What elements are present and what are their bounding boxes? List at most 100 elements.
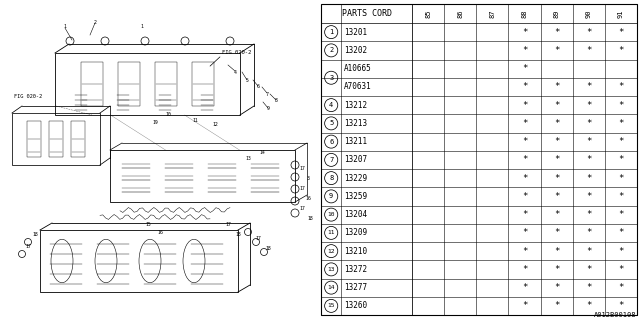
Text: PARTS CORD: PARTS CORD (342, 9, 392, 18)
Text: *: * (554, 28, 559, 36)
Text: 11: 11 (192, 117, 198, 123)
Text: 17: 17 (299, 186, 305, 190)
Text: 8: 8 (275, 99, 277, 103)
Text: 17: 17 (25, 244, 31, 250)
Text: *: * (618, 265, 623, 274)
Bar (110, 150, 295, 202)
Bar (81, 62, 103, 106)
Text: *: * (618, 210, 623, 219)
Text: *: * (554, 228, 559, 237)
Text: 14: 14 (328, 285, 335, 290)
Text: 13202: 13202 (344, 46, 367, 55)
Text: *: * (586, 174, 591, 183)
Text: *: * (554, 137, 559, 146)
Text: 88: 88 (522, 9, 527, 18)
Text: 11: 11 (328, 230, 335, 236)
Text: *: * (618, 174, 623, 183)
Text: *: * (586, 156, 591, 164)
Text: 87: 87 (490, 9, 495, 18)
Text: *: * (522, 46, 527, 55)
Text: *: * (586, 265, 591, 274)
Text: *: * (522, 265, 527, 274)
Text: *: * (522, 64, 527, 73)
Text: 18: 18 (265, 245, 271, 251)
Text: 17: 17 (225, 222, 231, 228)
Text: *: * (522, 156, 527, 164)
Text: 14: 14 (259, 149, 265, 155)
Text: *: * (522, 174, 527, 183)
Text: *: * (522, 28, 527, 36)
Text: *: * (586, 137, 591, 146)
Bar (118, 62, 140, 106)
Text: 7: 7 (329, 157, 333, 163)
Bar (40, 230, 238, 292)
Text: 13213: 13213 (344, 119, 367, 128)
Text: *: * (586, 100, 591, 110)
Text: *: * (586, 192, 591, 201)
Text: 3: 3 (307, 175, 309, 180)
Text: *: * (522, 247, 527, 256)
Text: 13260: 13260 (344, 301, 367, 310)
Text: 2: 2 (329, 47, 333, 53)
Text: 16: 16 (157, 229, 163, 235)
Text: 12: 12 (212, 123, 218, 127)
Text: 89: 89 (554, 9, 559, 18)
Text: *: * (522, 82, 527, 92)
Text: *: * (554, 156, 559, 164)
Text: A012B00108: A012B00108 (593, 312, 636, 318)
Text: 19: 19 (152, 119, 158, 124)
Text: *: * (618, 46, 623, 55)
Text: 85: 85 (425, 9, 431, 18)
Text: 1: 1 (63, 25, 67, 29)
Text: 2: 2 (93, 20, 97, 25)
Text: A70631: A70631 (344, 82, 372, 92)
Text: *: * (586, 228, 591, 237)
Text: *: * (522, 192, 527, 201)
Text: FIG 020-2: FIG 020-2 (222, 50, 252, 54)
Text: 15: 15 (145, 222, 151, 228)
Text: *: * (618, 156, 623, 164)
Text: 6: 6 (329, 139, 333, 145)
Bar (28, 121, 40, 157)
Text: 17: 17 (299, 205, 305, 211)
Bar (12, 113, 100, 165)
Text: 17: 17 (255, 236, 261, 241)
Text: *: * (618, 192, 623, 201)
Text: *: * (522, 100, 527, 110)
Text: *: * (618, 301, 623, 310)
Text: 13207: 13207 (344, 156, 367, 164)
Text: 13272: 13272 (344, 265, 367, 274)
Text: 10: 10 (165, 113, 171, 117)
Text: *: * (618, 137, 623, 146)
Text: *: * (554, 247, 559, 256)
Text: *: * (554, 301, 559, 310)
Text: 12: 12 (328, 249, 335, 254)
Text: *: * (554, 192, 559, 201)
Text: 4: 4 (329, 102, 333, 108)
Text: *: * (554, 46, 559, 55)
Text: 13201: 13201 (344, 28, 367, 36)
Text: 86: 86 (457, 9, 463, 18)
Text: *: * (554, 82, 559, 92)
Text: 5: 5 (329, 120, 333, 126)
Text: *: * (618, 28, 623, 36)
Text: 90: 90 (586, 9, 592, 18)
Text: *: * (586, 210, 591, 219)
Text: *: * (586, 301, 591, 310)
Text: *: * (618, 247, 623, 256)
Text: *: * (554, 265, 559, 274)
Text: 3: 3 (329, 75, 333, 81)
Text: 4: 4 (234, 69, 236, 75)
Text: 13: 13 (245, 156, 251, 161)
Bar (55, 53, 240, 115)
Text: *: * (554, 119, 559, 128)
Text: *: * (586, 119, 591, 128)
Text: *: * (554, 210, 559, 219)
Text: *: * (586, 46, 591, 55)
Text: 18: 18 (32, 233, 38, 237)
Text: *: * (522, 283, 527, 292)
Text: A10665: A10665 (344, 64, 372, 73)
Text: 13229: 13229 (344, 174, 367, 183)
Text: *: * (522, 228, 527, 237)
Bar (192, 62, 214, 106)
